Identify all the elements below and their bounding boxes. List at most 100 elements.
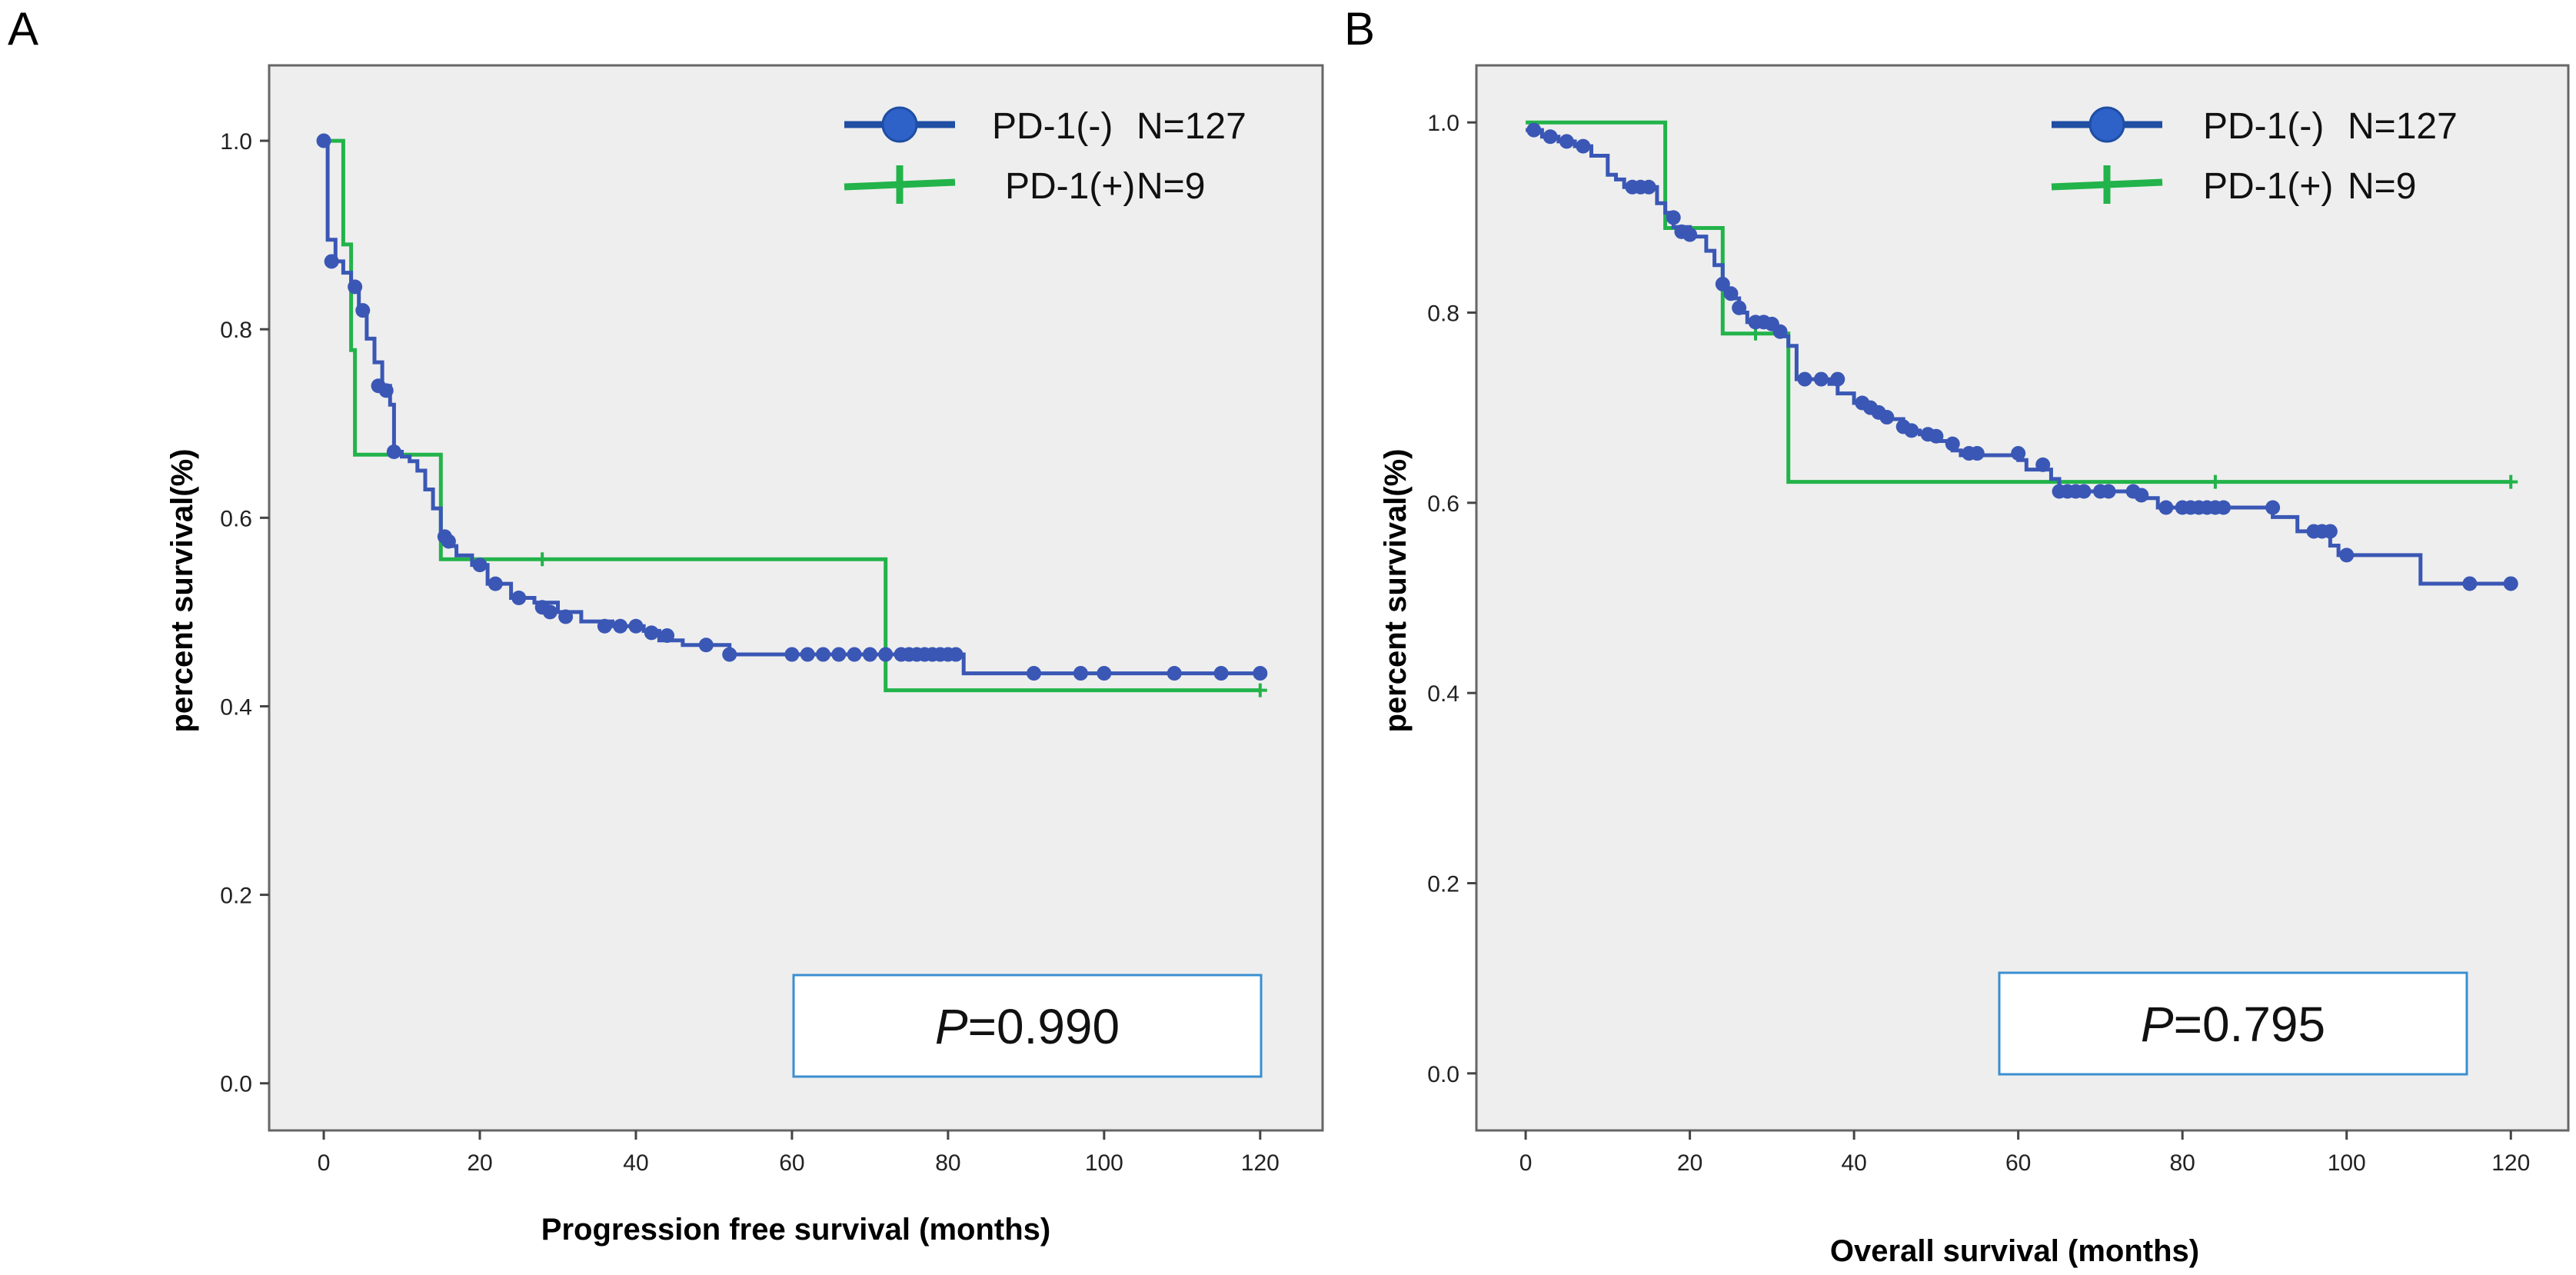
panel-b-censor-point-negative — [1830, 371, 1845, 387]
panel-a-censor-point-negative — [816, 647, 831, 662]
panel-a-y-tick-label: 0.2 — [220, 884, 252, 909]
panel-a-legend-label-positive: PD-1(+) — [1005, 166, 1135, 207]
panel-a-censor-point-negative — [847, 647, 862, 662]
panel-a-censor-point-negative — [316, 133, 331, 148]
panel-a-series — [316, 133, 1268, 697]
panel-b-x-axis-title: Overall survival (months) — [1830, 1234, 2199, 1268]
panel-b-censor-point-negative — [2134, 488, 2149, 503]
panel-b-censor-point-negative — [1576, 138, 1591, 154]
panel-b-y-tick-label: 0.8 — [1427, 301, 1459, 327]
panel-a-censor-point-negative — [660, 628, 675, 644]
panel-b-x-tick-label: 100 — [2328, 1150, 2366, 1176]
panel-a-censor-point-negative — [386, 444, 401, 460]
panel-b-censor-point-negative — [1682, 227, 1698, 242]
panel-a-y-axis-title: percent survival(%) — [165, 448, 199, 732]
panel-b-legend-label-positive: PD-1(+) — [2203, 166, 2333, 207]
panel-b-censor-point-negative — [1945, 436, 1960, 451]
panel-b-x-tick-label: 80 — [2170, 1150, 2195, 1176]
panel-a-censor-point-negative — [948, 647, 964, 662]
panel-a-y-tick-label: 1.0 — [220, 129, 252, 155]
panel-a-censor-point-negative — [324, 254, 339, 269]
panel-b-censor-point-negative — [1929, 428, 1944, 444]
panel-a-pvalue-box: P=0.990 — [792, 974, 1263, 1078]
panel-b-y-tick-label: 1.0 — [1427, 111, 1459, 136]
panel-a-censor-point-negative — [722, 647, 737, 662]
panel-a-y-tick-label: 0.8 — [220, 318, 252, 343]
panel-b-censor-point-negative — [2322, 524, 2338, 539]
panel-b-pvalue-value: =0.795 — [2174, 997, 2326, 1052]
panel-a: A 0 20 40 60 80 100 120 0.0 0.2 0.4 0.6 0.8 1.0 Prog… — [8, 3, 1324, 1247]
panel-a-censor-point-negative — [1097, 666, 1112, 681]
panel-b-censor-point-negative — [2339, 548, 2355, 563]
panel-b-censor-point-negative — [1715, 276, 1730, 291]
panel-b-censor-point-negative — [1732, 300, 1747, 315]
panel-b-x-tick-label: 60 — [2005, 1150, 2031, 1176]
panel-a-censor-point-negative — [441, 534, 456, 549]
panel-a-censor-point-negative — [355, 303, 371, 318]
panel-b-pvalue-box: P=0.795 — [1998, 971, 2468, 1076]
panel-a-legend-n-positive: N=9 — [1137, 166, 1205, 207]
panel-a-censor-point-negative — [644, 625, 659, 641]
panel-b-y-tick-label: 0.2 — [1427, 871, 1459, 897]
panel-a-censor-point-negative — [1253, 666, 1268, 681]
panel-a-legend: PD-1(-) N=127 PD-1(+) N=9 — [844, 106, 1246, 207]
panel-a-y-tick-label: 0.0 — [220, 1072, 252, 1097]
panel-a-censor-point-positive — [535, 552, 550, 567]
panel-a-censor-point-negative — [1073, 666, 1088, 681]
panel-b-y-axis-title: percent survival(%) — [1379, 448, 1413, 732]
panel-a-x-tick-label: 60 — [779, 1150, 804, 1176]
panel-b-pvalue-text: P=0.795 — [2141, 997, 2325, 1052]
panel-b-x-tick-label: 120 — [2491, 1150, 2530, 1176]
panel-a-censor-point-negative — [613, 618, 628, 634]
panel-a-censor-point-negative — [558, 609, 574, 624]
panel-b-pvalue-prefix: P — [2141, 997, 2174, 1052]
panel-b-pvalue-frame — [1998, 971, 2468, 1076]
panel-a-y-tick-label: 0.4 — [220, 694, 252, 720]
panel-a-censor-point-negative — [831, 647, 847, 662]
panel-b-legend-label-negative: PD-1(-) — [2203, 106, 2324, 147]
panel-b: B 0 20 40 60 80 100 120 0.0 0.2 0.4 0.6 0.8 1.0 Over… — [1344, 3, 2570, 1268]
panel-b-censor-point-negative — [1666, 210, 1681, 225]
panel-a-legend-n-negative: N=127 — [1137, 106, 1246, 147]
panel-b-legend-n-positive: N=9 — [2348, 166, 2416, 207]
panel-b-censor-point-negative — [1543, 129, 1558, 145]
panel-b-censor-point-negative — [2035, 457, 2051, 472]
panel-b-censor-point-negative — [1797, 371, 1812, 387]
panel-b-series — [1526, 120, 2518, 591]
panel-a-censor-point-negative — [878, 647, 894, 662]
panel-b-censor-point-negative — [1559, 134, 1574, 149]
panel-a-censor-point-negative — [1213, 666, 1229, 681]
panel-b-censor-point-negative — [1969, 446, 1985, 461]
panel-a-censor-point-negative — [511, 591, 527, 605]
panel-b-censor-point-negative — [2011, 446, 2026, 461]
panel-a-censor-point-negative — [800, 647, 815, 662]
panel-a-censor-point-negative — [472, 558, 488, 573]
panel-a-series-line-positive — [324, 138, 1260, 693]
panel-b-plot-area — [1475, 64, 2570, 1132]
panel-b-y-tick-label: 0.4 — [1427, 681, 1459, 707]
panel-a-pvalue-value: =0.990 — [968, 999, 1120, 1054]
panel-b-y-tick-label: 0.6 — [1427, 491, 1459, 517]
panel-a-x-tick-label: 40 — [623, 1150, 648, 1176]
panel-b-censor-point-negative — [2265, 500, 2281, 515]
panel-a-censor-point-negative — [488, 576, 503, 591]
panel-a-x-axis-title: Progression free survival (months) — [541, 1213, 1050, 1247]
panel-a-x-tick-label: 0 — [318, 1150, 331, 1176]
panel-a-censor-point-negative — [348, 279, 363, 295]
panel-a-legend-marker-negative — [881, 106, 918, 143]
panel-a-plot-area — [268, 64, 1324, 1132]
panel-b-censor-point-negative — [1772, 324, 1788, 339]
panel-a-censor-point-negative — [378, 383, 394, 398]
panel-b-y-tick-label: 0.0 — [1427, 1062, 1459, 1087]
panel-a-pvalue-prefix: P — [935, 999, 968, 1054]
panel-b-censor-point-negative — [1813, 371, 1829, 387]
panel-b-censor-point-negative — [2462, 576, 2478, 591]
panel-b-ticks: 0 20 40 60 80 100 120 0.0 0.2 0.4 0.6 0.8 1.0 — [1427, 111, 2530, 1176]
panel-b-x-tick-label: 20 — [1677, 1150, 1702, 1176]
panel-b-legend-n-negative: N=127 — [2348, 106, 2458, 147]
panel-b-censor-point-negative — [2503, 576, 2518, 591]
panel-b-censor-point-negative — [1526, 122, 1542, 138]
panel-a-x-tick-label: 120 — [1241, 1150, 1280, 1176]
panel-b-x-tick-label: 0 — [1519, 1150, 1533, 1176]
